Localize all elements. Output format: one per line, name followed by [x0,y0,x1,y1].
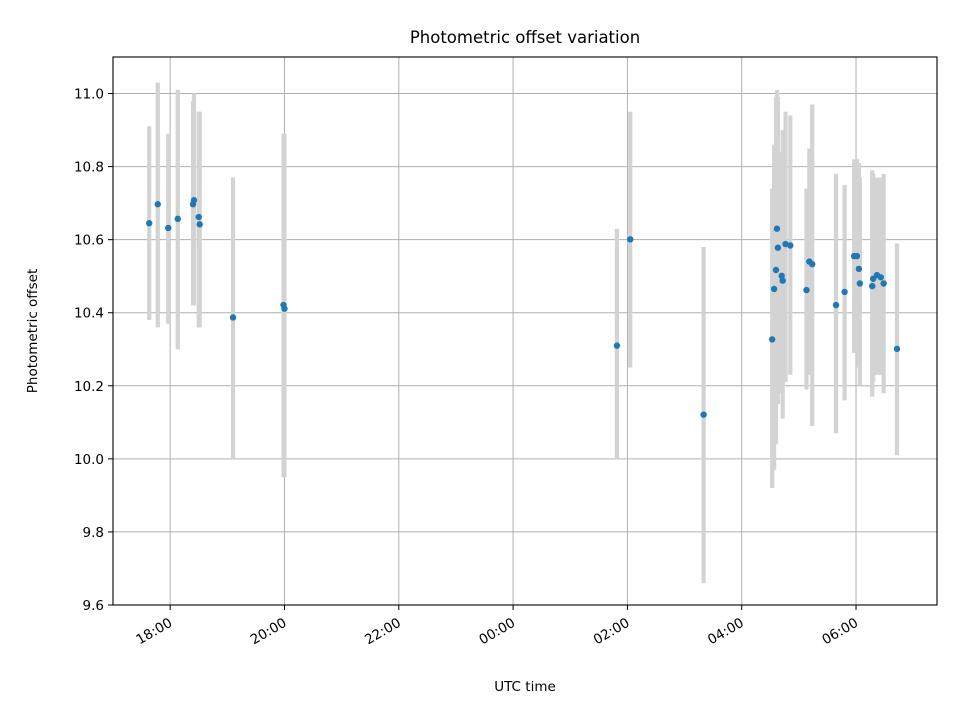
data-point [196,221,203,228]
data-point [869,282,876,290]
plot-frame [112,56,938,606]
y-tick-label: 10.8 [74,160,104,176]
data-point [154,201,161,208]
data-points [145,197,901,418]
y-tick-label: 9.8 [83,525,104,541]
chart-title: Photometric offset variation [410,28,640,47]
y-tick-label: 10.6 [74,233,104,249]
y-tick-label: 10.2 [74,379,104,395]
data-point [779,277,786,284]
data-point [787,242,794,249]
data-point [803,286,810,294]
grid [113,57,937,606]
data-point [174,215,181,223]
data-point [190,197,198,204]
data-point [772,266,780,274]
data-point [809,260,816,268]
data-point [778,272,785,280]
data-point [893,345,901,353]
y-tick-label: 11.0 [74,87,104,103]
data-point [627,236,634,243]
data-point [877,274,884,281]
data-point [165,224,172,232]
y-axis-ticks: 9.6 9.8 10.0 10.2 10.4 10.6 10.8 11.0 [74,87,113,614]
data-point [195,213,202,221]
y-tick-label: 10.0 [74,452,104,468]
data-point [770,285,778,293]
data-point [281,305,288,312]
data-point [700,411,707,418]
data-point [856,280,864,287]
data-point [880,280,887,287]
data-point [773,225,781,232]
data-point [841,288,848,296]
data-point [769,336,776,343]
data-point [832,301,840,309]
data-point [774,244,782,251]
data-point [853,252,861,260]
data-point [855,265,863,273]
x-axis-label: UTC time [494,679,556,695]
y-tick-label: 9.6 [83,598,104,614]
y-tick-label: 10.4 [74,306,104,322]
data-point [145,220,153,227]
data-point [229,314,237,321]
data-point [613,342,621,349]
y-axis-label: Photometric offset [25,269,41,393]
